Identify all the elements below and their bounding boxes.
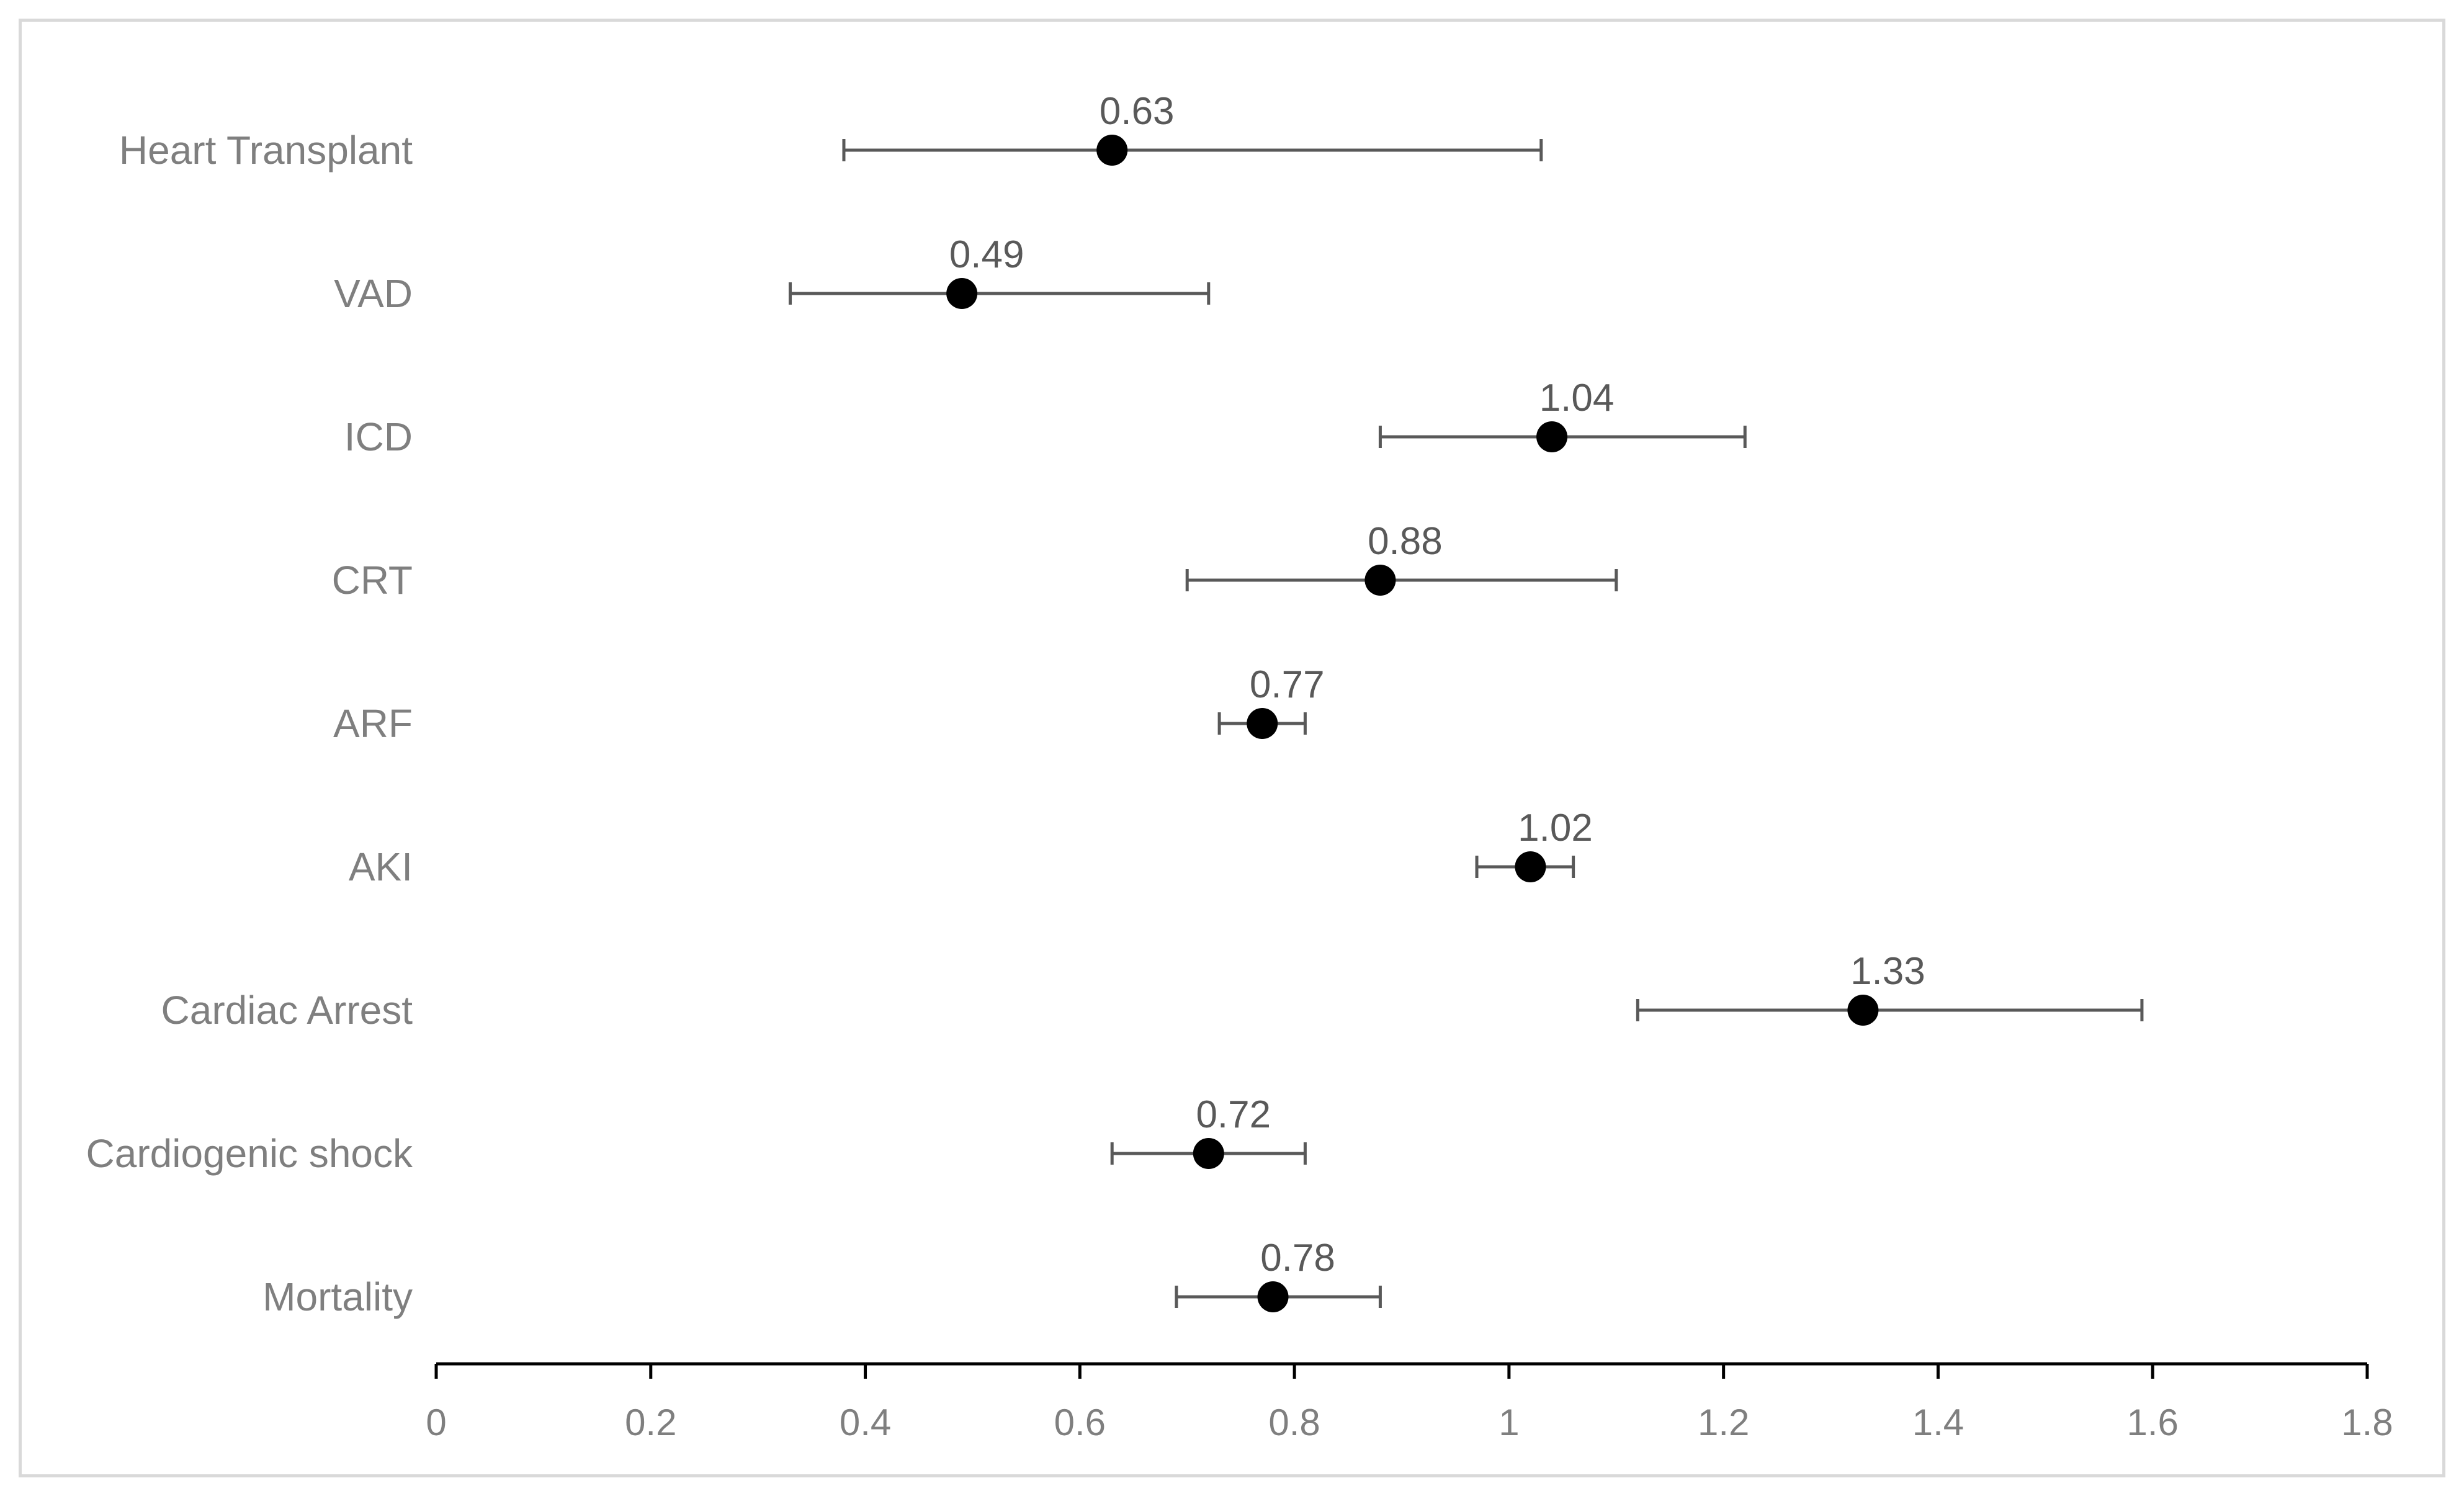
point-estimate bbox=[1247, 708, 1278, 739]
x-tick-label: 1 bbox=[1499, 1402, 1519, 1443]
x-tick-label: 0.8 bbox=[1268, 1402, 1320, 1443]
x-tick-label: 1.4 bbox=[1912, 1402, 1964, 1443]
point-estimate bbox=[1515, 851, 1546, 882]
category-label: Cardiogenic shock bbox=[86, 1131, 414, 1176]
point-estimate bbox=[946, 278, 978, 309]
point-estimate bbox=[1847, 995, 1879, 1026]
x-tick-label: 0.2 bbox=[625, 1402, 676, 1443]
data-label: 0.49 bbox=[949, 233, 1024, 276]
x-tick-label: 0.4 bbox=[840, 1402, 891, 1443]
data-label: 1.04 bbox=[1539, 377, 1615, 419]
x-tick-label: 1.8 bbox=[2341, 1402, 2393, 1443]
x-tick-label: 0 bbox=[426, 1402, 446, 1443]
point-estimates bbox=[946, 135, 1879, 1312]
data-label: 0.88 bbox=[1368, 520, 1443, 563]
x-tick-label: 1.2 bbox=[1698, 1402, 1749, 1443]
data-label: 1.33 bbox=[1850, 950, 1925, 993]
category-label: CRT bbox=[332, 558, 413, 602]
forest-plot: 0 0.2 0.4 0.6 0.8 1 1.2 1.4 1.6 1.8 Heart Transpl… bbox=[86, 90, 2393, 1443]
category-label: Cardiac Arrest bbox=[161, 988, 413, 1032]
data-labels: 0.63 0.49 1.04 0.88 0.77 1.02 1.33 0.72 0.78 bbox=[949, 90, 1925, 1279]
point-estimate bbox=[1536, 421, 1568, 452]
category-label: ICD bbox=[344, 414, 413, 459]
data-label: 0.78 bbox=[1260, 1237, 1335, 1279]
point-estimate bbox=[1257, 1281, 1289, 1312]
data-label: 0.77 bbox=[1250, 663, 1325, 706]
category-label: ARF bbox=[333, 701, 413, 746]
data-label: 0.63 bbox=[1100, 90, 1175, 133]
x-axis: 0 0.2 0.4 0.6 0.8 1 1.2 1.4 1.6 1.8 bbox=[426, 1362, 2393, 1443]
point-estimate bbox=[1364, 565, 1396, 596]
category-label: VAD bbox=[334, 271, 413, 316]
category-label: AKI bbox=[349, 844, 413, 889]
category-label: Heart Transplant bbox=[119, 128, 413, 172]
chart-frame: 0 0.2 0.4 0.6 0.8 1 1.2 1.4 1.6 1.8 Heart Transpl… bbox=[19, 19, 2445, 1477]
x-tick-label: 0.6 bbox=[1054, 1402, 1106, 1443]
category-label: Mortality bbox=[262, 1274, 413, 1319]
x-tick-label: 1.6 bbox=[2127, 1402, 2179, 1443]
category-labels: Heart Transplant VAD ICD CRT ARF AKI Cardiac A… bbox=[86, 128, 414, 1319]
data-label: 1.02 bbox=[1518, 807, 1593, 849]
data-label: 0.72 bbox=[1196, 1093, 1271, 1136]
error-bars bbox=[789, 139, 2144, 1308]
point-estimate bbox=[1193, 1138, 1224, 1169]
point-estimate bbox=[1096, 135, 1128, 166]
